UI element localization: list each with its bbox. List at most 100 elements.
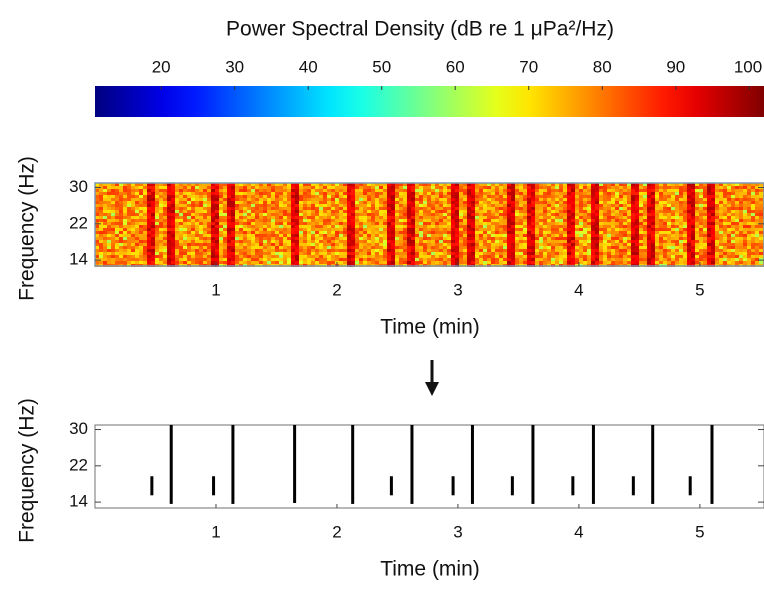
spectrogram-cell xyxy=(575,237,579,240)
spectrogram-cell xyxy=(367,204,371,207)
spectrogram-cell xyxy=(195,228,199,231)
spectrogram-cell xyxy=(495,258,499,261)
spectrogram-cell xyxy=(507,258,511,261)
spectrogram-cell xyxy=(699,207,703,210)
spectrogram-cell xyxy=(299,198,303,201)
spectrogram-cell xyxy=(191,252,195,255)
spectrogram-cell xyxy=(711,198,715,201)
spectrogram-cell xyxy=(467,198,471,201)
spectrogram-cell xyxy=(591,213,595,216)
spectrogram-cell xyxy=(459,198,463,201)
spectrogram-cell xyxy=(647,219,651,222)
spectrogram-cell xyxy=(451,222,455,225)
spectrogram-cell xyxy=(755,219,759,222)
spectrogram-cell xyxy=(195,192,199,195)
spectrogram-cell xyxy=(103,198,107,201)
spectrogram-cell xyxy=(339,216,343,219)
spectrogram-cell xyxy=(311,216,315,219)
spectrogram-cell xyxy=(467,252,471,255)
spectrogram-cell xyxy=(183,204,187,207)
spectrogram-cell xyxy=(403,213,407,216)
spectrogram-cell xyxy=(111,255,115,258)
spectrogram-cell xyxy=(451,252,455,255)
spectrogram-cell xyxy=(395,243,399,246)
spectrogram-cell xyxy=(383,213,387,216)
spectrogram-cell xyxy=(527,210,531,213)
spectrogram-cell xyxy=(211,234,215,237)
spectrogram-cell xyxy=(707,243,711,246)
spectrogram-cell xyxy=(463,252,467,255)
spectrogram-cell xyxy=(523,210,527,213)
spectrogram-cell xyxy=(379,189,383,192)
spectrogram-cell xyxy=(383,258,387,261)
spectrogram-cell xyxy=(399,258,403,261)
spectrogram-cell xyxy=(207,243,211,246)
spectrogram-cell xyxy=(599,246,603,249)
spectrogram-cell xyxy=(563,243,567,246)
spectrogram-cell xyxy=(287,249,291,252)
spectrogram-cell xyxy=(179,261,183,264)
spectrogram-cell xyxy=(567,240,571,243)
spectrogram-cell xyxy=(659,207,663,210)
spectrogram-cell xyxy=(463,261,467,264)
spectrogram-cell xyxy=(131,213,135,216)
spectrogram-cell xyxy=(383,207,387,210)
spectrogram-cell xyxy=(299,204,303,207)
spectrogram-cell xyxy=(403,192,407,195)
spectrogram-cell xyxy=(715,222,719,225)
spectrogram-cell xyxy=(571,255,575,258)
spectrogram-cell xyxy=(595,222,599,225)
spectrogram-cell xyxy=(335,243,339,246)
spectrogram-cell xyxy=(659,216,663,219)
spectrogram-cell xyxy=(139,231,143,234)
spectrogram-cell xyxy=(411,234,415,237)
spectrogram-cell xyxy=(307,204,311,207)
spectrogram-cell xyxy=(167,219,171,222)
spectrogram-cell xyxy=(555,198,559,201)
spectrogram-cell xyxy=(423,222,427,225)
spectrogram-cell xyxy=(267,228,271,231)
spectrogram-cell xyxy=(755,213,759,216)
spectrogram-cell xyxy=(395,195,399,198)
spectrogram-cell xyxy=(315,198,319,201)
spectrogram-cell xyxy=(407,186,411,189)
spectrogram-cell xyxy=(391,216,395,219)
spectrogram-cell xyxy=(443,225,447,228)
spectrogram-cell xyxy=(463,240,467,243)
spectrogram-cell xyxy=(159,204,163,207)
spectrogram-cell xyxy=(471,249,475,252)
spectrogram-cell xyxy=(355,225,359,228)
spectrogram-cell xyxy=(691,195,695,198)
spectrogram-cell xyxy=(187,231,191,234)
spectrogram-cell xyxy=(435,186,439,189)
spectrogram-cell xyxy=(351,258,355,261)
spectrogram-cell xyxy=(187,198,191,201)
spectrogram-cell xyxy=(511,195,515,198)
spectrogram-cell xyxy=(419,249,423,252)
spectrogram-cell xyxy=(687,186,691,189)
spectrogram-cell xyxy=(491,234,495,237)
spectrogram-cell xyxy=(655,246,659,249)
spectrogram-cell xyxy=(459,246,463,249)
spectrogram-cell xyxy=(287,198,291,201)
spectrogram-cell xyxy=(687,240,691,243)
spectrogram-cell xyxy=(715,204,719,207)
spectrogram-cell xyxy=(375,201,379,204)
spectrogram-cell xyxy=(219,213,223,216)
spectrogram-cell xyxy=(667,249,671,252)
spectrogram-cell xyxy=(259,255,263,258)
spectrogram-cell xyxy=(679,234,683,237)
spectrogram-cell xyxy=(607,252,611,255)
spectrogram-cell xyxy=(103,216,107,219)
spectrogram-cell xyxy=(167,225,171,228)
spectrogram-cell xyxy=(631,222,635,225)
spectrogram-cell xyxy=(747,210,751,213)
spectrogram-cell xyxy=(127,219,131,222)
spectrogram-cell xyxy=(171,234,175,237)
spectrogram-cell xyxy=(651,246,655,249)
spectrogram-cell xyxy=(383,261,387,264)
spectrogram-cell xyxy=(215,246,219,249)
spectrogram-cell xyxy=(155,231,159,234)
spectrogram-cell xyxy=(355,204,359,207)
